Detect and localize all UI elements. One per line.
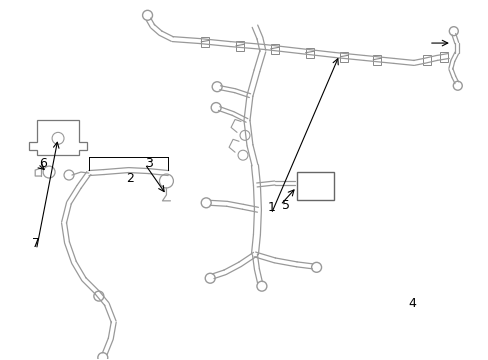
- Bar: [305, 48, 313, 58]
- Bar: [270, 44, 278, 54]
- Bar: [340, 52, 347, 62]
- Text: 6: 6: [39, 157, 46, 170]
- Bar: [236, 41, 244, 51]
- Text: 2: 2: [126, 172, 134, 185]
- Text: 7: 7: [32, 237, 41, 249]
- Text: 1: 1: [267, 201, 275, 214]
- Text: 4: 4: [408, 297, 416, 310]
- Bar: [439, 52, 447, 62]
- Bar: [296, 172, 334, 200]
- Text: 3: 3: [144, 157, 152, 170]
- Bar: [422, 55, 430, 65]
- Bar: [372, 55, 381, 65]
- Bar: [201, 37, 209, 47]
- Text: 5: 5: [282, 198, 290, 212]
